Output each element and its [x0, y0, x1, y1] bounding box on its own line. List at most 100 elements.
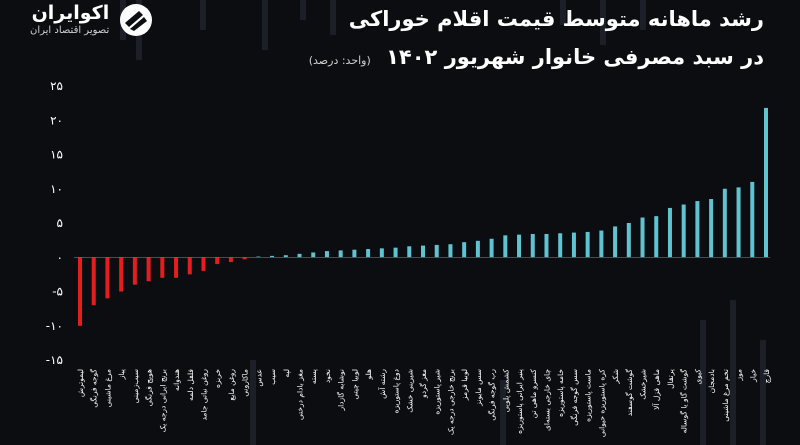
bar — [379, 248, 384, 258]
x-tick-label: روغن مایع — [227, 369, 236, 401]
bar — [462, 242, 467, 258]
background-stripe — [262, 0, 268, 50]
chart-subtitle-text: در سبد مصرفی خانوار شهریور ۱۴۰۲ — [386, 45, 764, 69]
bar — [91, 257, 96, 306]
x-tick-label: فلفل دلمه — [186, 369, 195, 401]
chart-unit-label: (واحد: درصد) — [308, 54, 371, 67]
x-tick-label: رشته آش — [377, 369, 387, 399]
bar — [338, 250, 343, 258]
bar — [119, 257, 124, 292]
bar — [475, 240, 480, 258]
chart-title: رشد ماهانه متوسط قیمت اقلام خوراکی — [348, 7, 764, 31]
x-tick-label: گوجه فرنگی — [90, 369, 99, 408]
x-tick-label: تخم مرغ ماشینی — [721, 369, 730, 422]
bar — [78, 257, 82, 326]
bar — [654, 216, 659, 258]
bar — [283, 255, 288, 258]
bar — [256, 256, 261, 258]
bar — [146, 257, 151, 282]
x-tick-label: هلو — [364, 369, 373, 380]
x-tick-label: مرغ ماشینی — [103, 369, 112, 407]
bar — [215, 257, 220, 265]
x-tick-label: کنسرو ماهی تن — [529, 369, 538, 419]
bar — [544, 233, 549, 258]
bar — [599, 230, 604, 258]
bar — [160, 257, 165, 278]
x-tick-label: چای خارجی بسته‌ای — [542, 369, 551, 431]
x-tick-label: برنج ایرانی درجه یک — [158, 369, 167, 432]
bar — [324, 251, 329, 258]
bar — [695, 201, 700, 258]
bar — [517, 234, 522, 258]
x-tick-label: نخود — [323, 369, 332, 383]
bar-series — [78, 107, 768, 326]
background-stripe — [700, 320, 706, 445]
x-tick-label: لوبیا چیتی — [350, 369, 359, 400]
x-tick-label: نوشابه گازدار — [337, 369, 346, 412]
bar — [667, 207, 672, 258]
x-tick-label: شکر — [611, 369, 620, 385]
x-tick-label: پیاز — [117, 369, 126, 380]
bar — [530, 233, 535, 258]
background-stripe — [640, 0, 646, 30]
x-tick-label: خیار — [748, 369, 757, 383]
bar — [613, 226, 618, 258]
x-tick-label: مغز بادام درختی — [296, 369, 305, 420]
y-tick-label: ۵ — [57, 216, 63, 230]
bar — [434, 244, 439, 258]
bar — [558, 233, 563, 258]
brand-logo: اکوایران تصویر اقتصاد ایران — [30, 2, 153, 38]
x-tick-label: عدس — [254, 369, 263, 387]
x-axis-labels: لیموترش گوجه فرنگی مرغ ماشینی پیاز سیب‌زمینی… — [76, 369, 771, 438]
x-tick-label: موز — [735, 369, 744, 382]
background-stripe — [760, 340, 766, 445]
x-tick-label: سیب‌زمینی — [131, 369, 140, 403]
x-tick-label: مغز گردو — [419, 369, 428, 399]
bar — [750, 181, 755, 258]
x-tick-label: کشمش پلویی — [501, 369, 510, 413]
bar — [585, 231, 590, 258]
x-tick-label: پنیر ایرانی پاستوریزه — [515, 369, 524, 434]
brand-name: اکوایران — [31, 2, 110, 24]
background-stripe — [300, 0, 306, 20]
bar — [407, 246, 412, 258]
chart-title-block: رشد ماهانه متوسط قیمت اقلام خوراکی در سب… — [309, 0, 764, 76]
x-tick-label: گوشت گاو یا گوساله — [680, 369, 689, 434]
x-tick-label: خربزه — [213, 369, 222, 388]
background-stripe — [200, 0, 206, 30]
x-tick-label: لوبیا قرمز — [460, 369, 469, 401]
bar — [709, 199, 714, 258]
bar — [201, 257, 206, 271]
bar — [681, 204, 686, 258]
x-tick-label: دوغ پاستوریزه — [392, 369, 401, 413]
bar — [421, 245, 425, 258]
bar — [448, 244, 453, 258]
x-tick-label: هندوانه — [172, 369, 181, 391]
x-tick-label: شیرینی خشک — [405, 369, 414, 413]
bar — [132, 257, 137, 285]
x-tick-label: سس مایونز — [474, 369, 483, 407]
y-tick-label: ۱۰ — [50, 182, 63, 196]
ecoiran-logo-icon — [120, 4, 153, 36]
x-tick-label: گوشت گوسفند — [625, 369, 634, 417]
y-tick-label: ۱۵ — [50, 148, 63, 162]
bar — [187, 257, 192, 275]
y-tick-label: ۲۰ — [50, 113, 63, 127]
bar — [489, 238, 494, 258]
y-tick-label: -۱۵ — [46, 353, 63, 367]
brand-tagline: تصویر اقتصاد ایران — [30, 25, 110, 36]
x-tick-label: لیموترش — [76, 369, 85, 397]
y-tick-label: -۵ — [52, 285, 63, 299]
x-tick-label: رب گوجه فرنگی — [488, 369, 497, 421]
x-tick-label: برنج خارجی درجه یک — [446, 369, 455, 435]
y-tick-label: ۲۵ — [50, 79, 63, 93]
x-tick-label: پرتقال — [666, 369, 675, 389]
background-stripe — [250, 360, 256, 445]
bar — [626, 223, 631, 258]
x-tick-label: خامه پاستوریزه — [556, 369, 565, 417]
bar — [571, 232, 576, 258]
x-tick-label: بادمجان — [707, 369, 716, 393]
brand-text: اکوایران تصویر اقتصاد ایران — [30, 2, 109, 38]
bar — [366, 249, 371, 258]
x-tick-label: شیر پاستوریزه — [433, 369, 442, 415]
